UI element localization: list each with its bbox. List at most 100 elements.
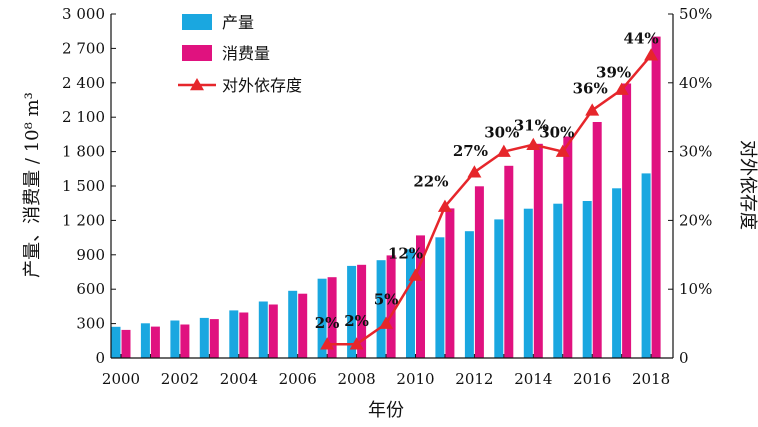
bar-production-2008 [347, 265, 357, 358]
bar-consumption-2016 [592, 122, 602, 358]
data-label-2018: 44% [624, 29, 659, 47]
bar-production-2017 [612, 188, 622, 358]
left-tick-label: 2 700 [62, 39, 105, 57]
data-label-2014: 31% [514, 117, 549, 135]
left-tick-label: 300 [76, 315, 105, 333]
data-label-2013: 30% [484, 124, 519, 142]
legend-swatch [182, 45, 212, 61]
bar-consumption-2012 [474, 186, 484, 358]
left-tick-label: 3 000 [62, 5, 105, 23]
bar-production-2004 [229, 310, 239, 358]
legend-label: 产量 [222, 13, 254, 32]
axes-layer: 0 300 600 900 1 200 1 500 1 800 2 100 2 400 2 700… [22, 5, 758, 421]
dependency-marker-2010 [408, 268, 423, 281]
bar-production-2015 [553, 203, 563, 358]
right-tick-label: 0 [679, 349, 689, 367]
x-axis-title: 年份 [368, 400, 404, 421]
left-tick-label: 2 400 [62, 74, 105, 92]
bar-consumption-2010 [416, 235, 425, 358]
data-label-2015: 30% [539, 124, 574, 142]
right-tick-label: 20% [679, 211, 712, 229]
bar-consumption-2013 [504, 165, 514, 358]
dependency-marker-2011 [437, 199, 452, 212]
bar-consumption-2000 [121, 329, 131, 358]
data-label-2017: 39% [596, 64, 631, 82]
bar-production-2014 [523, 208, 533, 358]
bars-layer [111, 36, 661, 358]
bar-production-2006 [288, 290, 298, 358]
legend-item-consumption: 消费量 [182, 44, 270, 63]
dependency-marker-2013 [496, 144, 511, 157]
bar-consumption-2018 [651, 36, 661, 358]
left-tick-label: 1 200 [62, 211, 105, 229]
x-tick-label: 2008 [338, 370, 376, 388]
legend-item-production: 产量 [182, 13, 254, 32]
dependency-marker-2015 [555, 144, 570, 157]
x-tick-label: 2002 [161, 370, 199, 388]
data-labels-layer: 2% 2%5%12%22%27%30%31%30%36%39%44% [315, 29, 659, 332]
right-tick-label: 30% [679, 143, 712, 161]
bar-consumption-2014 [533, 143, 543, 358]
left-tick-label: 2 100 [62, 108, 105, 126]
legend-item-dependency: 对外依存度 [178, 76, 302, 95]
bar-production-2013 [494, 219, 504, 358]
data-label-2007: 2% [315, 314, 340, 332]
data-label-2008: 2% [344, 312, 369, 330]
x-tick-label: 2018 [632, 370, 670, 388]
data-label-2012: 27% [453, 142, 488, 160]
bar-production-2000 [111, 326, 121, 358]
bar-consumption-2001 [150, 326, 160, 358]
bar-consumption-2004 [239, 312, 249, 358]
left-tick-label: 1 500 [62, 177, 105, 195]
dependency-marker-2017 [614, 82, 629, 95]
bar-consumption-2002 [180, 324, 190, 358]
left-axis-title: 产量、消费量 / 10⁸ m³ [22, 92, 43, 278]
x-tick-label: 2010 [396, 370, 434, 388]
x-tick-label: 2012 [455, 370, 493, 388]
right-tick-label: 50% [679, 5, 712, 23]
legend-swatch [182, 14, 212, 30]
x-tick-label: 2000 [102, 370, 140, 388]
left-tick-label: 0 [95, 349, 105, 367]
legend-label: 消费量 [222, 44, 270, 63]
dependency-marker-2016 [585, 103, 600, 116]
dependency-marker-2009 [379, 316, 394, 329]
data-label-2010: 12% [388, 244, 423, 262]
bar-production-2005 [258, 301, 268, 358]
bar-production-2010 [406, 249, 415, 358]
bar-production-2002 [170, 320, 180, 358]
x-tick-label: 2004 [220, 370, 258, 388]
bar-production-2011 [435, 237, 445, 358]
bar-consumption-2015 [563, 136, 573, 358]
right-axis-title: 对外依存度 [737, 140, 758, 230]
x-tick-label: 2014 [514, 370, 552, 388]
dependency-marker-2018 [644, 48, 659, 61]
bar-consumption-2005 [268, 304, 278, 358]
bar-production-2007 [317, 278, 327, 358]
dependency-marker-2008 [349, 337, 364, 350]
left-tick-label: 1 800 [62, 143, 105, 161]
data-label-2009: 5% [374, 291, 399, 309]
right-tick-label: 10% [679, 280, 712, 298]
bar-consumption-2006 [298, 293, 308, 358]
legend-label: 对外依存度 [222, 76, 302, 95]
bar-production-2003 [199, 317, 209, 358]
left-tick-label: 600 [76, 280, 105, 298]
bar-production-2018 [641, 173, 651, 358]
bar-production-2001 [140, 323, 150, 358]
bar-consumption-2011 [445, 208, 455, 358]
line-layer [320, 48, 659, 350]
x-tick-label: 2006 [279, 370, 317, 388]
dependency-marker-2007 [320, 337, 335, 350]
left-tick-label: 900 [76, 246, 105, 264]
bar-production-2009 [376, 260, 386, 358]
bar-consumption-2003 [209, 319, 219, 358]
bar-consumption-2007 [327, 277, 337, 358]
data-label-2016: 36% [573, 79, 608, 97]
dependency-marker-2014 [526, 137, 541, 150]
legend-triangle-icon [190, 78, 204, 91]
x-tick-label: 2016 [573, 370, 611, 388]
dependency-marker-2012 [467, 165, 482, 178]
